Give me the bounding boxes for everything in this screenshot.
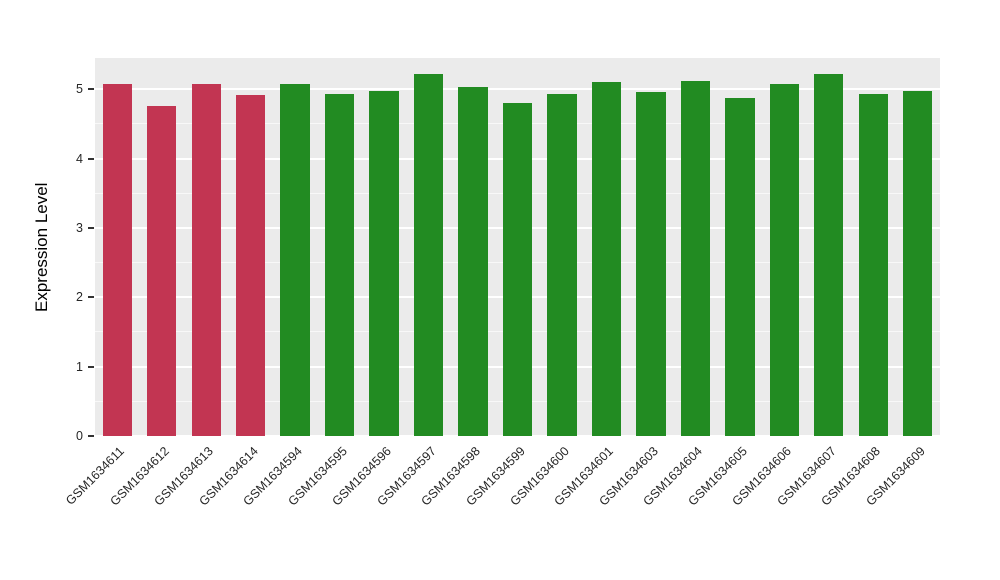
bar-GSM1634597 — [413, 73, 444, 436]
bar-GSM1634598 — [458, 87, 488, 436]
plot-panel — [95, 58, 940, 437]
y-tick-mark — [88, 365, 94, 368]
y-axis-title: Expression Level — [32, 182, 51, 312]
y-tick-label: 4 — [76, 151, 83, 166]
bar-GSM1634609 — [903, 91, 933, 436]
bar-GSM1634601 — [591, 82, 622, 436]
y-tick-label: 0 — [76, 429, 83, 443]
bar-GSM1634606 — [769, 83, 799, 436]
bar-GSM1634614 — [235, 95, 266, 436]
bar-GSM1634607 — [814, 73, 844, 436]
bar-GSM1634603 — [636, 92, 666, 436]
y-tick-mark — [88, 296, 94, 299]
y-tick-mark — [88, 157, 94, 160]
y-tick-label: 3 — [76, 220, 83, 235]
y-tick-mark — [88, 435, 94, 437]
bar-GSM1634605 — [725, 97, 755, 436]
gridline-major — [95, 435, 940, 437]
y-tick-label: 2 — [76, 290, 83, 305]
y-tick-label: 5 — [76, 82, 83, 97]
y-tick-mark — [88, 226, 94, 229]
gridline-major — [95, 88, 940, 91]
bar-GSM1634595 — [324, 94, 355, 436]
bar-GSM1634608 — [858, 94, 888, 436]
bar-GSM1634599 — [502, 103, 533, 436]
bar-GSM1634611 — [102, 83, 132, 436]
bar-GSM1634612 — [147, 105, 177, 436]
bar-GSM1634594 — [280, 83, 310, 436]
x-tick-label: GSM1634609 — [863, 444, 928, 509]
bar-GSM1634604 — [680, 80, 711, 436]
y-tick-mark — [88, 88, 94, 91]
bar-GSM1634600 — [547, 94, 577, 436]
bar-GSM1634596 — [369, 91, 399, 436]
bar-GSM1634613 — [191, 83, 221, 436]
y-tick-label: 1 — [76, 359, 83, 374]
